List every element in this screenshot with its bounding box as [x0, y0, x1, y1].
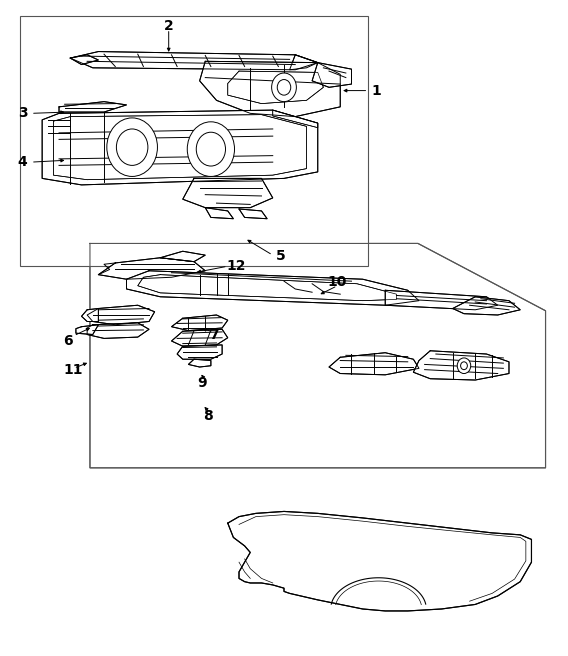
Polygon shape: [76, 325, 98, 335]
Polygon shape: [273, 110, 318, 128]
Polygon shape: [160, 251, 205, 262]
FancyBboxPatch shape: [20, 16, 369, 266]
Polygon shape: [205, 208, 233, 218]
Polygon shape: [172, 329, 228, 346]
Text: 5: 5: [276, 249, 286, 264]
Polygon shape: [90, 243, 545, 468]
Text: 6: 6: [62, 334, 72, 348]
Polygon shape: [453, 297, 520, 315]
Polygon shape: [414, 351, 509, 380]
Polygon shape: [70, 55, 98, 64]
Text: 8: 8: [203, 409, 213, 423]
Polygon shape: [199, 61, 340, 117]
Polygon shape: [70, 52, 318, 70]
Polygon shape: [87, 305, 154, 325]
Text: 3: 3: [18, 106, 27, 120]
Circle shape: [277, 79, 291, 95]
Polygon shape: [312, 62, 352, 87]
Circle shape: [107, 118, 157, 176]
Text: 12: 12: [227, 259, 246, 273]
Polygon shape: [183, 178, 273, 208]
Text: 1: 1: [372, 83, 382, 98]
Polygon shape: [98, 258, 205, 279]
Polygon shape: [290, 55, 318, 70]
Text: 9: 9: [198, 377, 207, 390]
Polygon shape: [53, 115, 307, 180]
Polygon shape: [329, 353, 419, 375]
Polygon shape: [59, 102, 127, 112]
Polygon shape: [87, 323, 149, 338]
Text: 7: 7: [209, 327, 219, 342]
Circle shape: [187, 122, 235, 176]
Text: 2: 2: [164, 18, 174, 33]
Text: 4: 4: [18, 155, 27, 169]
Polygon shape: [138, 275, 396, 300]
Circle shape: [197, 133, 225, 166]
Polygon shape: [385, 290, 498, 310]
Circle shape: [116, 129, 148, 165]
Polygon shape: [82, 308, 98, 321]
Polygon shape: [172, 315, 228, 331]
Circle shape: [461, 362, 467, 369]
Circle shape: [272, 73, 296, 102]
Polygon shape: [42, 110, 318, 185]
Circle shape: [457, 358, 471, 373]
Polygon shape: [228, 71, 323, 104]
Polygon shape: [239, 209, 267, 218]
Polygon shape: [189, 359, 211, 367]
Text: 11: 11: [64, 363, 83, 377]
Polygon shape: [177, 345, 222, 359]
Text: 10: 10: [328, 276, 347, 289]
Polygon shape: [228, 512, 532, 611]
Polygon shape: [127, 271, 419, 305]
